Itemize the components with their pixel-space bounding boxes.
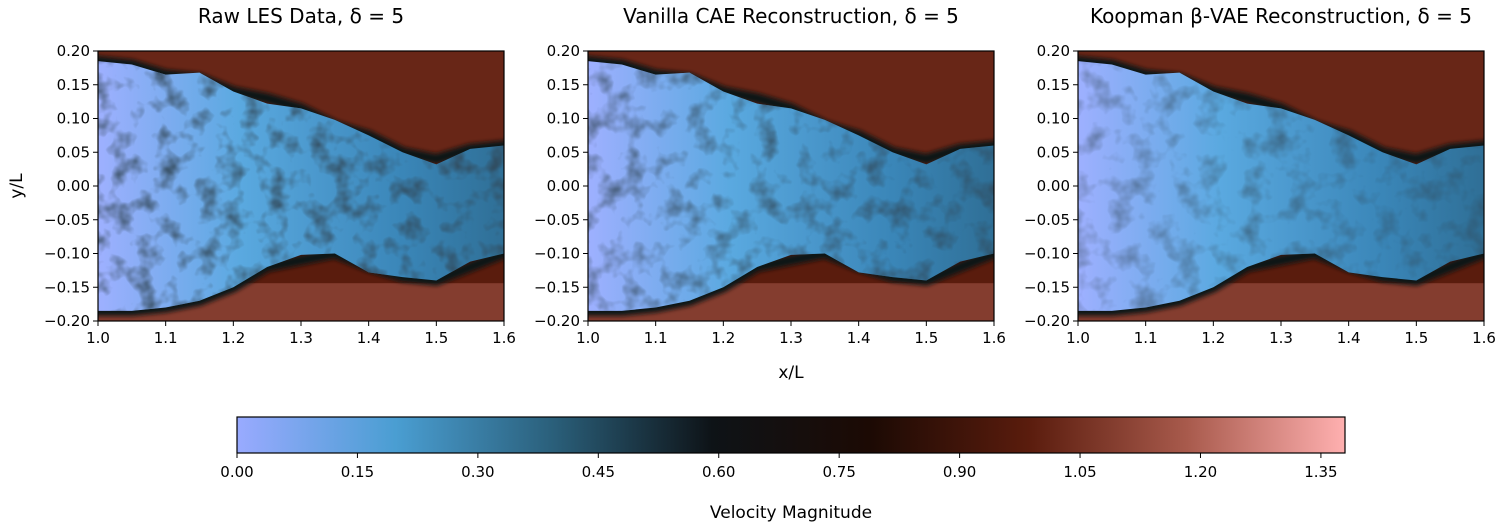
colorbar-gradient <box>237 417 1345 453</box>
y-tick-label: −0.05 <box>534 211 580 229</box>
x-tick-label: 1.6 <box>492 329 516 347</box>
x-tick-label: 1.2 <box>711 329 735 347</box>
heatmap-panel-koopman-vae: Koopman β-VAE Reconstruction, δ = 5 1.0 1.… <box>1024 4 1496 347</box>
y-tick-label: 0.00 <box>57 177 90 195</box>
y-tick-label: −0.20 <box>534 312 580 330</box>
colorbar-tick-label: 0.45 <box>582 463 615 481</box>
x-tick-label: 1.1 <box>644 329 668 347</box>
x-tick-label: 1.1 <box>1134 329 1158 347</box>
colorbar-tick-label: 1.05 <box>1063 463 1096 481</box>
x-tick-label: 1.5 <box>424 329 448 347</box>
y-tick-label: −0.15 <box>1024 278 1070 296</box>
y-tick-label: 0.10 <box>1037 110 1070 128</box>
colorbar-tick-label: 0.90 <box>943 463 976 481</box>
heatmap-panel-vanilla-cae: Vanilla CAE Reconstruction, δ = 5 1.0 1.1 1… <box>534 4 1006 347</box>
x-tick-label: 1.0 <box>86 329 110 347</box>
y-tick-label: 0.05 <box>1037 143 1070 161</box>
y-tick-label: 0.20 <box>57 42 90 60</box>
y-tick-label: −0.10 <box>534 245 580 263</box>
x-tick-label: 1.0 <box>576 329 600 347</box>
y-tick-label: −0.05 <box>1024 211 1070 229</box>
colorbar-tick-label: 1.20 <box>1184 463 1217 481</box>
y-tick-label: −0.20 <box>1024 312 1070 330</box>
heatmap-field <box>98 51 504 321</box>
y-tick-label: 0.15 <box>57 76 90 94</box>
heatmap-panel-raw-les: Raw LES Data, δ = 5 1.0 1.1 1.2 1.3 1.4 1.5 1.6… <box>44 4 516 347</box>
x-tick-label: 1.3 <box>1269 329 1293 347</box>
panel-title: Raw LES Data, δ = 5 <box>198 4 404 28</box>
colorbar-frame <box>236 416 1346 454</box>
y-tick-label: 0.10 <box>57 110 90 128</box>
colorbar-tick-label: 0.60 <box>702 463 735 481</box>
y-tick-label: 0.15 <box>547 76 580 94</box>
x-axis-label: x/L <box>778 363 804 383</box>
y-tick-label: 0.10 <box>547 110 580 128</box>
colorbar-tick-label: 0.00 <box>220 463 253 481</box>
colorbar: 0.00 0.15 0.30 0.45 0.60 0.75 0.90 1.05 1.20 1.35 <box>220 416 1346 481</box>
y-tick-label: −0.20 <box>44 312 90 330</box>
y-tick-label: 0.20 <box>1037 42 1070 60</box>
y-tick-label: 0.20 <box>547 42 580 60</box>
y-tick-label: −0.10 <box>44 245 90 263</box>
y-tick-label: 0.15 <box>1037 76 1070 94</box>
y-axis-label: y/L <box>7 173 27 199</box>
panel-title: Vanilla CAE Reconstruction, δ = 5 <box>623 4 959 28</box>
x-tick-label: 1.2 <box>221 329 245 347</box>
y-tick-label: 0.05 <box>547 143 580 161</box>
heatmap-field <box>588 51 994 321</box>
y-tick-label: 0.00 <box>547 177 580 195</box>
x-tick-label: 1.3 <box>289 329 313 347</box>
x-tick-label: 1.5 <box>914 329 938 347</box>
x-tick-label: 1.0 <box>1066 329 1090 347</box>
colorbar-tick-label: 0.75 <box>822 463 855 481</box>
colorbar-tick-label: 0.30 <box>461 463 494 481</box>
y-tick-label: −0.15 <box>534 278 580 296</box>
x-tick-label: 1.4 <box>357 329 381 347</box>
x-tick-label: 1.6 <box>982 329 1006 347</box>
colorbar-tick-label: 0.15 <box>341 463 374 481</box>
x-tick-label: 1.5 <box>1404 329 1428 347</box>
y-tick-label: −0.15 <box>44 278 90 296</box>
x-tick-label: 1.1 <box>154 329 178 347</box>
colorbar-tick-label: 1.35 <box>1304 463 1337 481</box>
x-tick-label: 1.3 <box>779 329 803 347</box>
y-tick-label: −0.05 <box>44 211 90 229</box>
heatmap-field <box>1078 51 1484 321</box>
y-tick-label: −0.10 <box>1024 245 1070 263</box>
colorbar-label: Velocity Magnitude <box>710 503 872 523</box>
x-tick-label: 1.2 <box>1201 329 1225 347</box>
x-tick-label: 1.6 <box>1472 329 1496 347</box>
panel-title: Koopman β-VAE Reconstruction, δ = 5 <box>1090 4 1472 28</box>
x-tick-label: 1.4 <box>847 329 871 347</box>
y-tick-label: 0.00 <box>1037 177 1070 195</box>
x-tick-label: 1.4 <box>1337 329 1361 347</box>
y-tick-label: 0.05 <box>57 143 90 161</box>
